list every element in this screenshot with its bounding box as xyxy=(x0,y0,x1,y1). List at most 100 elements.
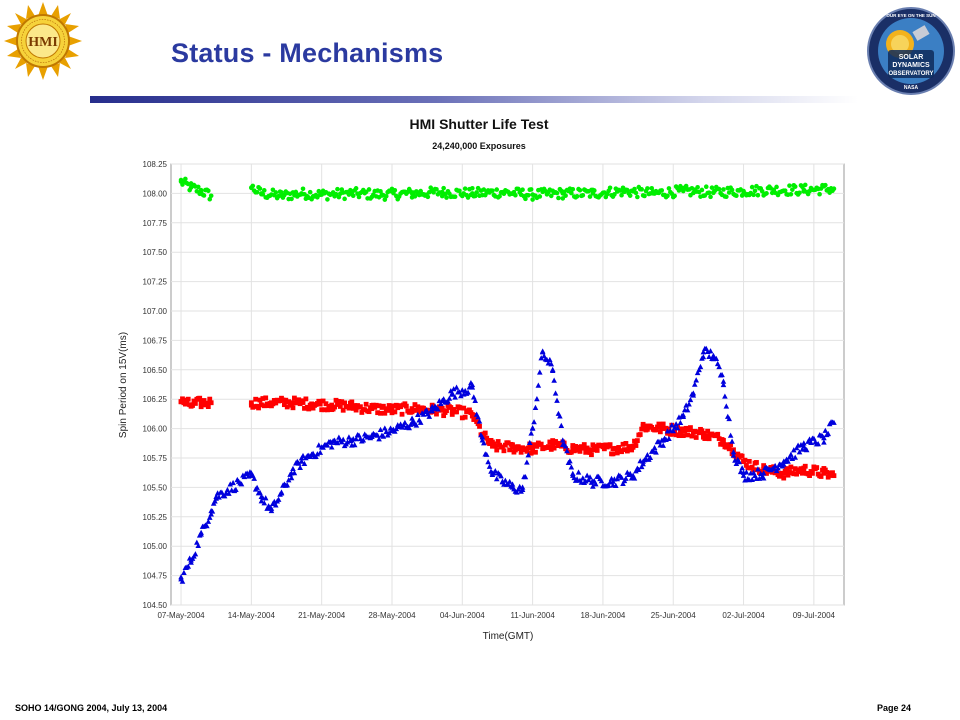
series-2-point xyxy=(640,458,646,464)
series-1-marker xyxy=(637,432,643,437)
series-2-marker xyxy=(815,441,821,447)
series-0-point xyxy=(801,187,807,193)
series-1-marker xyxy=(547,439,553,445)
series-2-marker xyxy=(720,381,727,388)
series-0-marker xyxy=(782,188,788,193)
series-1-marker xyxy=(745,465,751,471)
series-2-marker xyxy=(613,482,619,488)
series-2-marker xyxy=(208,511,214,517)
series-2-point xyxy=(700,349,707,355)
series-0-marker xyxy=(366,187,372,192)
series-1-marker xyxy=(444,408,449,414)
series-1-marker xyxy=(501,448,507,454)
series-2-marker xyxy=(226,490,232,496)
series-2-marker xyxy=(328,444,335,450)
series-2-marker xyxy=(413,422,420,428)
series-2-point xyxy=(529,425,536,431)
series-1-marker xyxy=(332,404,337,410)
series-2-point xyxy=(268,507,275,514)
series-1-marker xyxy=(657,429,663,435)
series-2-marker xyxy=(485,459,491,465)
series-2-point xyxy=(710,352,717,358)
series-0-point xyxy=(208,193,214,199)
series-0-marker xyxy=(207,196,213,202)
series-1-marker xyxy=(739,453,745,459)
series-0-point xyxy=(831,186,837,191)
series-2-marker xyxy=(736,459,743,465)
series-1-marker xyxy=(475,421,481,427)
series-2-marker xyxy=(590,483,596,489)
series-2-marker xyxy=(458,393,464,399)
page-number: Page 24 xyxy=(877,703,912,713)
series-2-marker xyxy=(316,442,322,448)
series-1-marker xyxy=(346,405,352,411)
series-0-marker xyxy=(797,190,802,196)
series-1-point xyxy=(610,446,616,451)
hmi-logo: HMI xyxy=(4,2,82,80)
series-2-point xyxy=(610,478,616,484)
series-2-marker xyxy=(653,449,659,455)
series-1-point xyxy=(349,403,355,409)
series-2-marker xyxy=(670,428,677,434)
series-2-marker xyxy=(755,466,761,472)
series-2-marker xyxy=(821,439,827,445)
series-0-marker xyxy=(751,192,756,198)
series-1-marker xyxy=(830,470,835,476)
series-2-marker xyxy=(723,403,730,409)
series-1-marker xyxy=(436,404,442,410)
series-2-marker xyxy=(684,407,691,413)
series-2-marker xyxy=(479,434,486,440)
series-2-marker xyxy=(822,427,829,433)
series-2-marker xyxy=(446,395,453,401)
series-2-marker xyxy=(798,441,804,448)
series-2-point xyxy=(449,390,456,396)
hmi-sun-logo-icon xyxy=(4,2,82,80)
x-tick-label: 18-Jun-2004 xyxy=(580,611,625,620)
series-2-marker xyxy=(525,452,532,458)
series-0-marker xyxy=(293,189,299,195)
series-1-marker xyxy=(761,463,767,468)
series-2-marker xyxy=(241,473,248,480)
series-2-marker xyxy=(716,363,722,370)
series-1-marker xyxy=(393,402,399,408)
series-1-marker xyxy=(663,425,669,431)
series-1-marker xyxy=(754,460,759,465)
series-1-marker xyxy=(286,399,292,405)
series-2-point xyxy=(730,449,737,455)
series-1-marker xyxy=(533,449,538,455)
series-1-marker xyxy=(353,407,359,413)
series-1-marker xyxy=(580,445,586,451)
series-1-marker xyxy=(362,407,368,413)
series-1-marker xyxy=(441,413,447,419)
series-2-marker xyxy=(420,411,427,417)
series-1-marker xyxy=(725,442,731,448)
series-1-marker xyxy=(434,411,439,417)
series-2-marker xyxy=(694,369,701,376)
series-1-marker xyxy=(349,399,355,405)
series-0-marker xyxy=(666,186,672,191)
series-2-marker xyxy=(465,389,471,395)
series-0-marker xyxy=(183,176,188,182)
series-2-point xyxy=(258,493,265,500)
series-1-marker xyxy=(525,445,531,451)
series-1-point xyxy=(590,447,596,453)
series-1-marker xyxy=(363,401,369,407)
series-2-marker xyxy=(258,498,265,504)
series-1-marker xyxy=(352,403,358,408)
series-2-marker xyxy=(377,426,384,433)
series-2-marker xyxy=(554,397,560,403)
series-0-marker xyxy=(802,182,808,188)
series-0-marker xyxy=(383,193,389,199)
chart-container: HMI Shutter Life Test 24,240,000 Exposur… xyxy=(100,108,860,648)
footer-left: SOHO 14/GONG 2004, July 13, 2004 xyxy=(15,703,168,713)
series-1-point xyxy=(369,406,375,412)
series-2-marker xyxy=(651,444,658,451)
series-2-marker xyxy=(729,438,735,444)
series-1-point xyxy=(469,412,475,417)
series-1-marker xyxy=(557,441,563,446)
series-0-marker xyxy=(570,187,576,192)
series-2-marker xyxy=(262,495,269,501)
series-2-marker xyxy=(650,447,656,453)
series-1-marker xyxy=(538,441,544,447)
series-2-marker xyxy=(351,442,358,448)
